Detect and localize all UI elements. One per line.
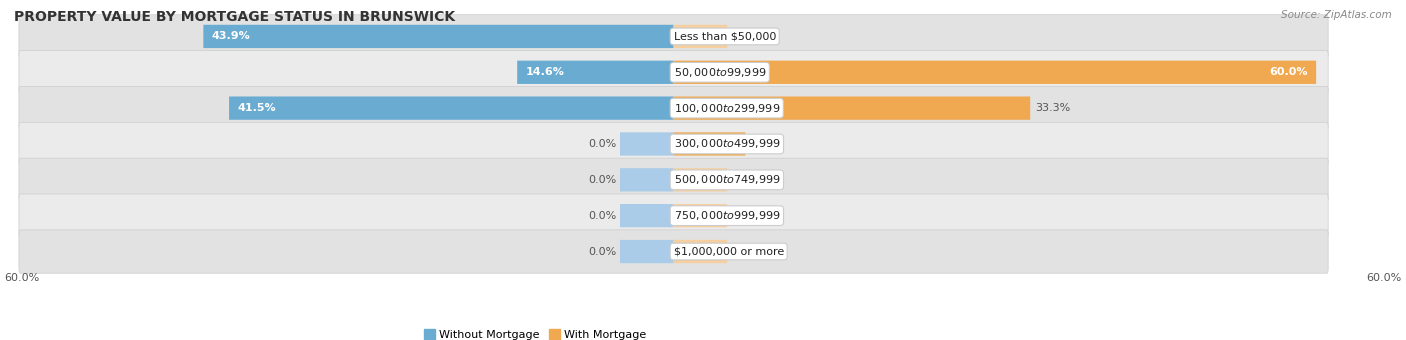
Text: Less than $50,000: Less than $50,000: [673, 31, 776, 41]
FancyBboxPatch shape: [18, 86, 1329, 130]
FancyBboxPatch shape: [673, 204, 727, 227]
Text: 43.9%: 43.9%: [212, 31, 250, 41]
Text: 0.0%: 0.0%: [589, 211, 617, 221]
FancyBboxPatch shape: [620, 168, 673, 191]
FancyBboxPatch shape: [517, 61, 673, 84]
Text: 60.0%: 60.0%: [4, 273, 39, 284]
Text: $100,000 to $299,999: $100,000 to $299,999: [673, 102, 780, 115]
Text: 41.5%: 41.5%: [238, 103, 276, 113]
FancyBboxPatch shape: [18, 51, 1329, 94]
Text: 14.6%: 14.6%: [526, 67, 565, 77]
Text: 0.0%: 0.0%: [730, 211, 759, 221]
Text: $50,000 to $99,999: $50,000 to $99,999: [673, 66, 766, 79]
FancyBboxPatch shape: [18, 194, 1329, 237]
FancyBboxPatch shape: [673, 61, 1316, 84]
Text: 60.0%: 60.0%: [1367, 273, 1402, 284]
Text: 0.0%: 0.0%: [730, 246, 759, 256]
FancyBboxPatch shape: [620, 240, 673, 263]
FancyBboxPatch shape: [18, 158, 1329, 202]
FancyBboxPatch shape: [204, 25, 673, 48]
Text: $1,000,000 or more: $1,000,000 or more: [673, 246, 783, 256]
FancyBboxPatch shape: [673, 25, 727, 48]
Legend: Without Mortgage, With Mortgage: Without Mortgage, With Mortgage: [423, 329, 647, 340]
Text: 60.0%: 60.0%: [1270, 67, 1308, 77]
FancyBboxPatch shape: [673, 240, 727, 263]
Text: $750,000 to $999,999: $750,000 to $999,999: [673, 209, 780, 222]
FancyBboxPatch shape: [18, 15, 1329, 58]
FancyBboxPatch shape: [18, 122, 1329, 166]
FancyBboxPatch shape: [673, 132, 745, 156]
FancyBboxPatch shape: [673, 97, 1031, 120]
Text: 0.0%: 0.0%: [730, 31, 759, 41]
Text: 0.0%: 0.0%: [730, 175, 759, 185]
Text: 0.0%: 0.0%: [589, 246, 617, 256]
Text: 0.0%: 0.0%: [589, 139, 617, 149]
Text: PROPERTY VALUE BY MORTGAGE STATUS IN BRUNSWICK: PROPERTY VALUE BY MORTGAGE STATUS IN BRU…: [14, 10, 456, 24]
Text: 33.3%: 33.3%: [1036, 103, 1071, 113]
FancyBboxPatch shape: [229, 97, 673, 120]
Text: Source: ZipAtlas.com: Source: ZipAtlas.com: [1281, 10, 1392, 20]
FancyBboxPatch shape: [620, 204, 673, 227]
Text: $300,000 to $499,999: $300,000 to $499,999: [673, 137, 780, 151]
Text: 0.0%: 0.0%: [589, 175, 617, 185]
Text: $500,000 to $749,999: $500,000 to $749,999: [673, 173, 780, 186]
FancyBboxPatch shape: [673, 168, 727, 191]
FancyBboxPatch shape: [18, 230, 1329, 273]
FancyBboxPatch shape: [620, 132, 673, 156]
Text: 6.7%: 6.7%: [751, 139, 779, 149]
